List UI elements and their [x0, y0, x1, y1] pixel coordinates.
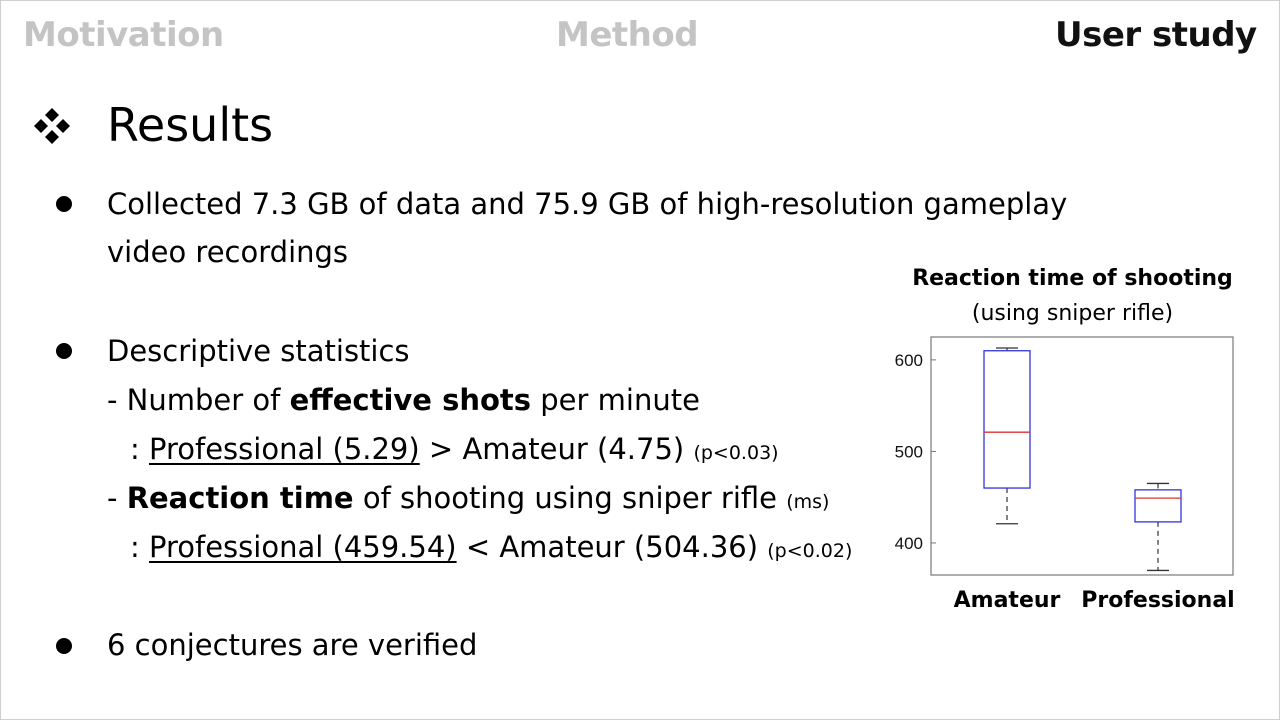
colon: :: [130, 530, 149, 564]
bullet-dot: [56, 343, 72, 359]
four-diamond-icon: [34, 108, 70, 144]
p-value: (p<0.03): [693, 442, 779, 464]
bullet-dot: [56, 638, 72, 654]
chart-title: Reaction time of shooting: [912, 266, 1233, 291]
effective-shots-line: - Number of effective shots per minute: [107, 383, 700, 417]
nav-user-study[interactable]: User study: [1055, 15, 1257, 55]
professional-reaction-value: Professional (459.54): [149, 530, 457, 564]
nav-motivation[interactable]: Motivation: [23, 15, 224, 55]
reaction-time-suffix: of shooting using sniper rifle: [353, 481, 787, 515]
amateur-reaction-compare: < Amateur (504.36): [456, 530, 768, 564]
dash: -: [107, 481, 127, 515]
colon: :: [130, 432, 149, 466]
effective-shots-bold: effective shots: [289, 383, 532, 417]
unit-ms: (ms): [786, 491, 830, 513]
effective-shots-suffix: per minute: [531, 383, 700, 417]
descriptive-stats-title: Descriptive statistics: [107, 334, 410, 368]
effective-shots-prefix: - Number of: [107, 383, 290, 417]
p-value: (p<0.02): [767, 540, 853, 562]
conjectures-text: 6 conjectures are verified: [107, 628, 478, 662]
nav-method[interactable]: Method: [556, 15, 699, 55]
reaction-time-line: - Reaction time of shooting using sniper…: [107, 481, 829, 519]
effective-shots-result: : Professional (5.29) > Amateur (4.75) (…: [130, 432, 779, 470]
professional-shots-value: Professional (5.29): [149, 432, 420, 466]
data-collected-text-cont: video recordings: [107, 235, 349, 269]
amateur-shots-compare: > Amateur (4.75): [419, 432, 694, 466]
reaction-time-result: : Professional (459.54) < Amateur (504.3…: [130, 530, 852, 568]
data-collected-text: Collected 7.3 GB of data and 75.9 GB of …: [107, 187, 1068, 221]
section-title: Results: [107, 98, 274, 152]
bullet-dot: [56, 196, 72, 212]
reaction-time-bold: Reaction time: [126, 481, 354, 515]
chart-subtitle: (using sniper rifle): [971, 301, 1174, 326]
